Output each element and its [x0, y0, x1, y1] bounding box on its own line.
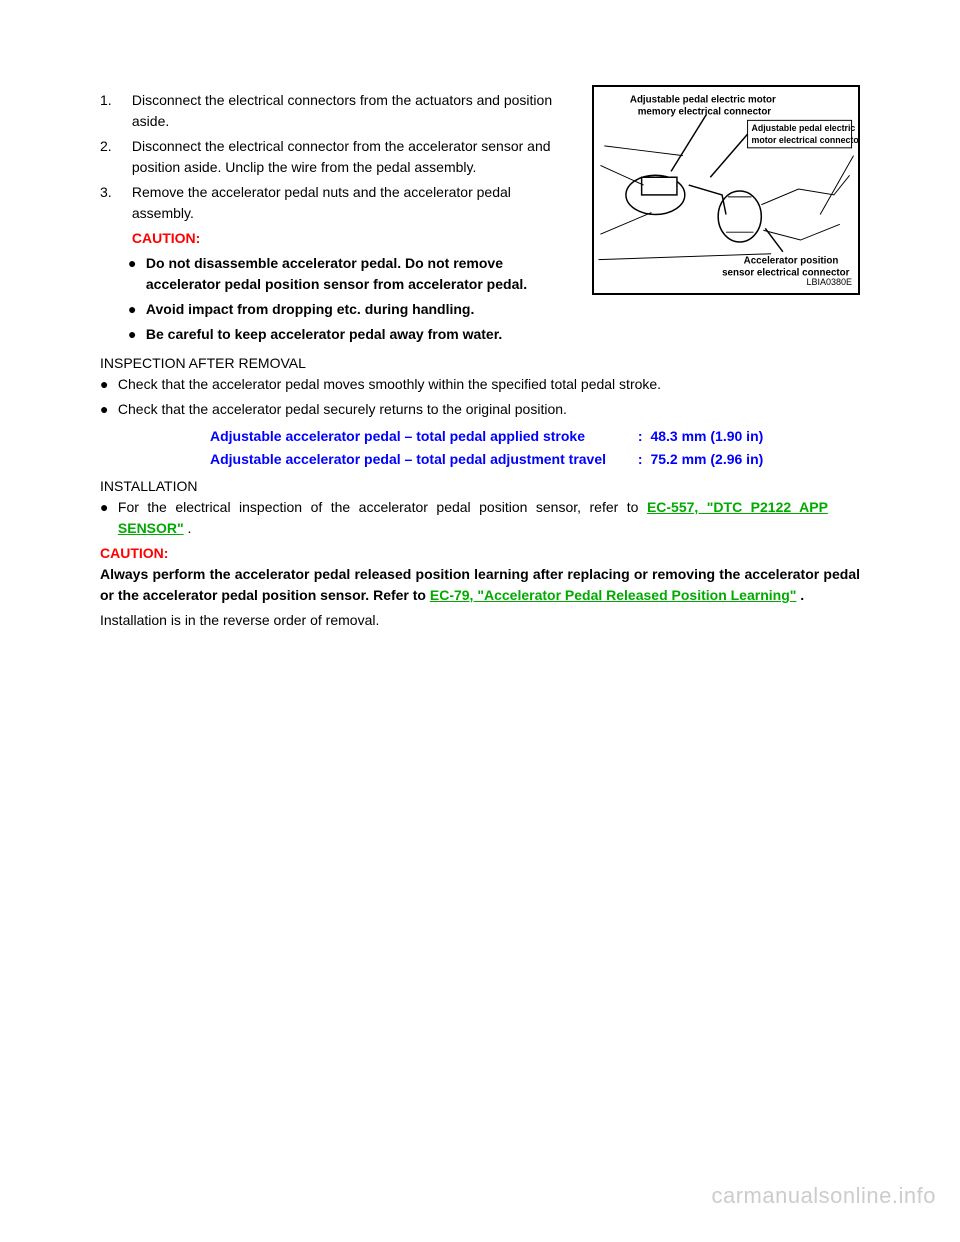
inspection-heading: INSPECTION AFTER REMOVAL: [100, 353, 860, 374]
caution-2-text: Always perform the accelerator pedal rel…: [100, 564, 860, 606]
fig-label-2b: motor electrical connector: [752, 135, 858, 145]
caution-label: CAUTION:: [132, 230, 200, 246]
fig-label-1b: memory electrical connector: [638, 106, 772, 117]
caution-label-2: CAUTION:: [100, 545, 168, 561]
inspection-item-2: ● Check that the accelerator pedal secur…: [100, 399, 860, 420]
spec-row-2: Adjustable accelerator pedal – total ped…: [210, 449, 860, 470]
figure-code: LBIA0380E: [806, 276, 852, 290]
installation-heading: INSTALLATION: [100, 476, 860, 497]
install-reverse-note: Installation is in the reverse order of …: [100, 610, 860, 631]
fig-label-1a: Adjustable pedal electric motor: [630, 95, 776, 106]
link-ec79[interactable]: EC-79, "Accelerator Pedal Released Posit…: [430, 587, 797, 603]
spec-row-1: Adjustable accelerator pedal – total ped…: [210, 426, 860, 447]
installation-item-1: ● For the electrical inspection of the a…: [100, 497, 860, 539]
caution-2: CAUTION:: [100, 543, 860, 564]
figure-illustration: Adjustable pedal electric motor memory e…: [592, 85, 860, 295]
spec-block: Adjustable accelerator pedal – total ped…: [210, 426, 860, 470]
caution-bullet-2: ● Avoid impact from dropping etc. during…: [128, 299, 860, 320]
fig-label-2a: Adjustable pedal electric: [752, 123, 856, 133]
caution-bullet-3: ● Be careful to keep accelerator pedal a…: [128, 324, 860, 345]
watermark: carmanualsonline.info: [711, 1179, 936, 1212]
inspection-item-1: ● Check that the accelerator pedal moves…: [100, 374, 860, 395]
fig-label-3a: Accelerator position: [744, 256, 839, 267]
